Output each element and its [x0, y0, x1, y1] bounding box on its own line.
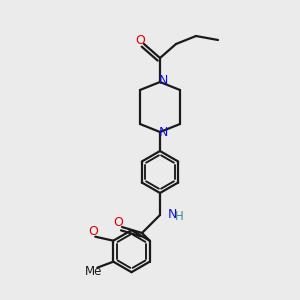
- Text: H: H: [175, 209, 184, 223]
- Text: O: O: [135, 34, 145, 46]
- Text: N: N: [158, 127, 168, 140]
- Text: O: O: [88, 225, 98, 238]
- Text: N: N: [168, 208, 177, 220]
- Text: N: N: [158, 74, 168, 88]
- Text: Me: Me: [85, 265, 102, 278]
- Text: O: O: [113, 215, 123, 229]
